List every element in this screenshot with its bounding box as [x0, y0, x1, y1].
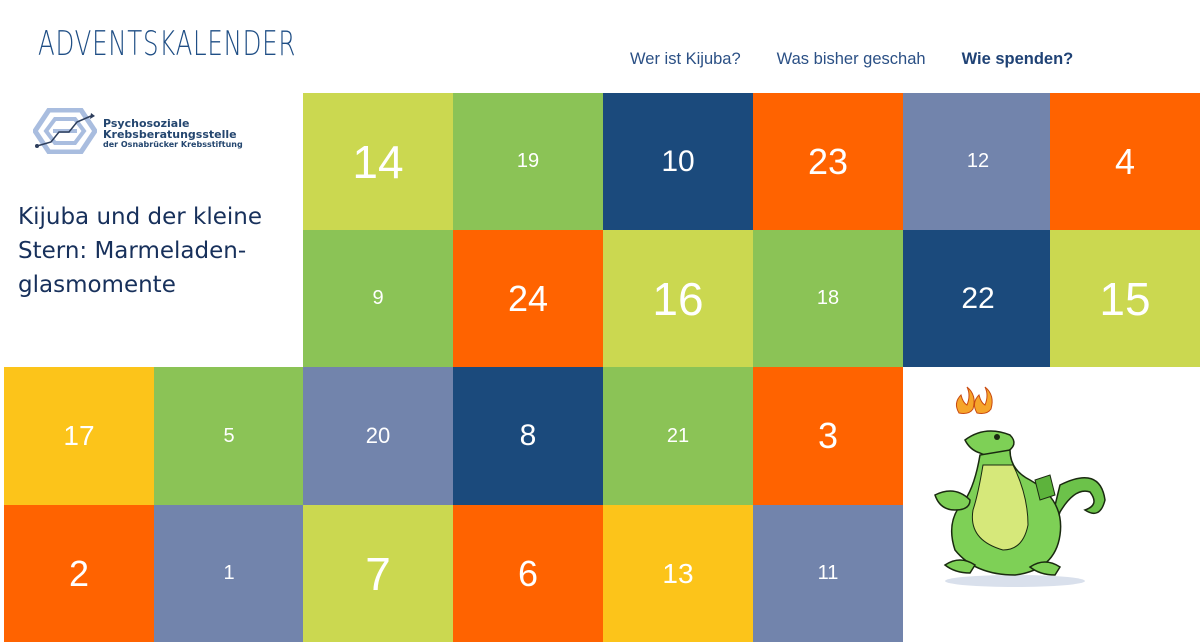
- calendar-door-6[interactable]: 6: [453, 505, 603, 642]
- dragon-mascot-icon: [925, 385, 1125, 595]
- door-number: 1: [223, 562, 235, 584]
- calendar-door-24[interactable]: 24: [453, 230, 603, 367]
- calendar-door-22[interactable]: 22: [903, 230, 1053, 367]
- door-number: 13: [662, 557, 694, 589]
- nav-link-wer-ist-kijuba[interactable]: Wer ist Kijuba?: [630, 50, 741, 68]
- door-number: 20: [365, 423, 391, 448]
- door-number: 14: [352, 135, 404, 188]
- site-title[interactable]: ADVENTSKALENDER: [38, 24, 297, 64]
- calendar-door-4[interactable]: 4: [1050, 93, 1200, 230]
- door-number: 7: [365, 547, 391, 600]
- calendar-door-14[interactable]: 14: [303, 93, 453, 230]
- logo-line-3: der Osnabrücker Krebsstiftung: [103, 139, 243, 149]
- calendar-door-15[interactable]: 15: [1050, 230, 1200, 367]
- logo-line-1: Psychosoziale: [103, 116, 190, 130]
- door-number: 8: [519, 419, 537, 452]
- door-number: 17: [63, 420, 95, 451]
- hexagon-maze-icon: [31, 107, 99, 159]
- door-number: 24: [507, 277, 549, 319]
- calendar-door-20[interactable]: 20: [303, 367, 453, 505]
- door-number: 16: [652, 272, 704, 325]
- calendar-door-18[interactable]: 18: [753, 230, 903, 367]
- calendar-door-11[interactable]: 11: [753, 505, 903, 642]
- calendar-door-12[interactable]: 12: [903, 93, 1053, 230]
- calendar-door-21[interactable]: 21: [603, 367, 753, 505]
- door-number: 19: [516, 150, 540, 172]
- door-number: 12: [966, 150, 990, 172]
- calendar-door-1[interactable]: 1: [154, 505, 304, 642]
- door-number: 5: [223, 424, 235, 447]
- calendar-door-19[interactable]: 19: [453, 93, 603, 230]
- calendar-door-7[interactable]: 7: [303, 505, 453, 642]
- organization-logo[interactable]: Psychosoziale Krebsberatungsstelle der O…: [31, 107, 243, 159]
- calendar-door-8[interactable]: 8: [453, 367, 603, 505]
- door-number: 18: [816, 287, 840, 309]
- nav-link-was-bisher-geschah[interactable]: Was bisher geschah: [776, 50, 926, 68]
- door-number: 11: [817, 562, 839, 584]
- calendar-door-17[interactable]: 17: [4, 367, 154, 505]
- door-number: 2: [68, 552, 90, 594]
- calendar-door-16[interactable]: 16: [603, 230, 753, 367]
- main-nav: Wer ist Kijuba? Was bisher geschah Wie s…: [630, 50, 1073, 69]
- door-number: 3: [817, 415, 839, 456]
- door-number: 4: [1114, 140, 1136, 182]
- door-number: 15: [1099, 272, 1151, 325]
- door-number: 6: [517, 552, 539, 594]
- story-title: Kijuba und der kleine Stern: Marmeladen-…: [18, 204, 263, 298]
- door-number: 21: [666, 424, 690, 447]
- door-number: 10: [661, 144, 695, 178]
- calendar-door-5[interactable]: 5: [154, 367, 304, 505]
- calendar-door-23[interactable]: 23: [753, 93, 903, 230]
- door-number: 23: [807, 140, 849, 182]
- calendar-door-13[interactable]: 13: [603, 505, 753, 642]
- door-number: 22: [961, 281, 995, 315]
- nav-link-wie-spenden[interactable]: Wie spenden?: [961, 50, 1074, 68]
- calendar-door-9[interactable]: 9: [303, 230, 453, 367]
- calendar-door-2[interactable]: 2: [4, 505, 154, 642]
- door-number: 9: [372, 287, 384, 309]
- calendar-door-3[interactable]: 3: [753, 367, 903, 505]
- logo-text: Psychosoziale Krebsberatungsstelle der O…: [103, 118, 243, 149]
- calendar-door-10[interactable]: 10: [603, 93, 753, 230]
- logo-line-2: Krebsberatungsstelle: [103, 128, 237, 142]
